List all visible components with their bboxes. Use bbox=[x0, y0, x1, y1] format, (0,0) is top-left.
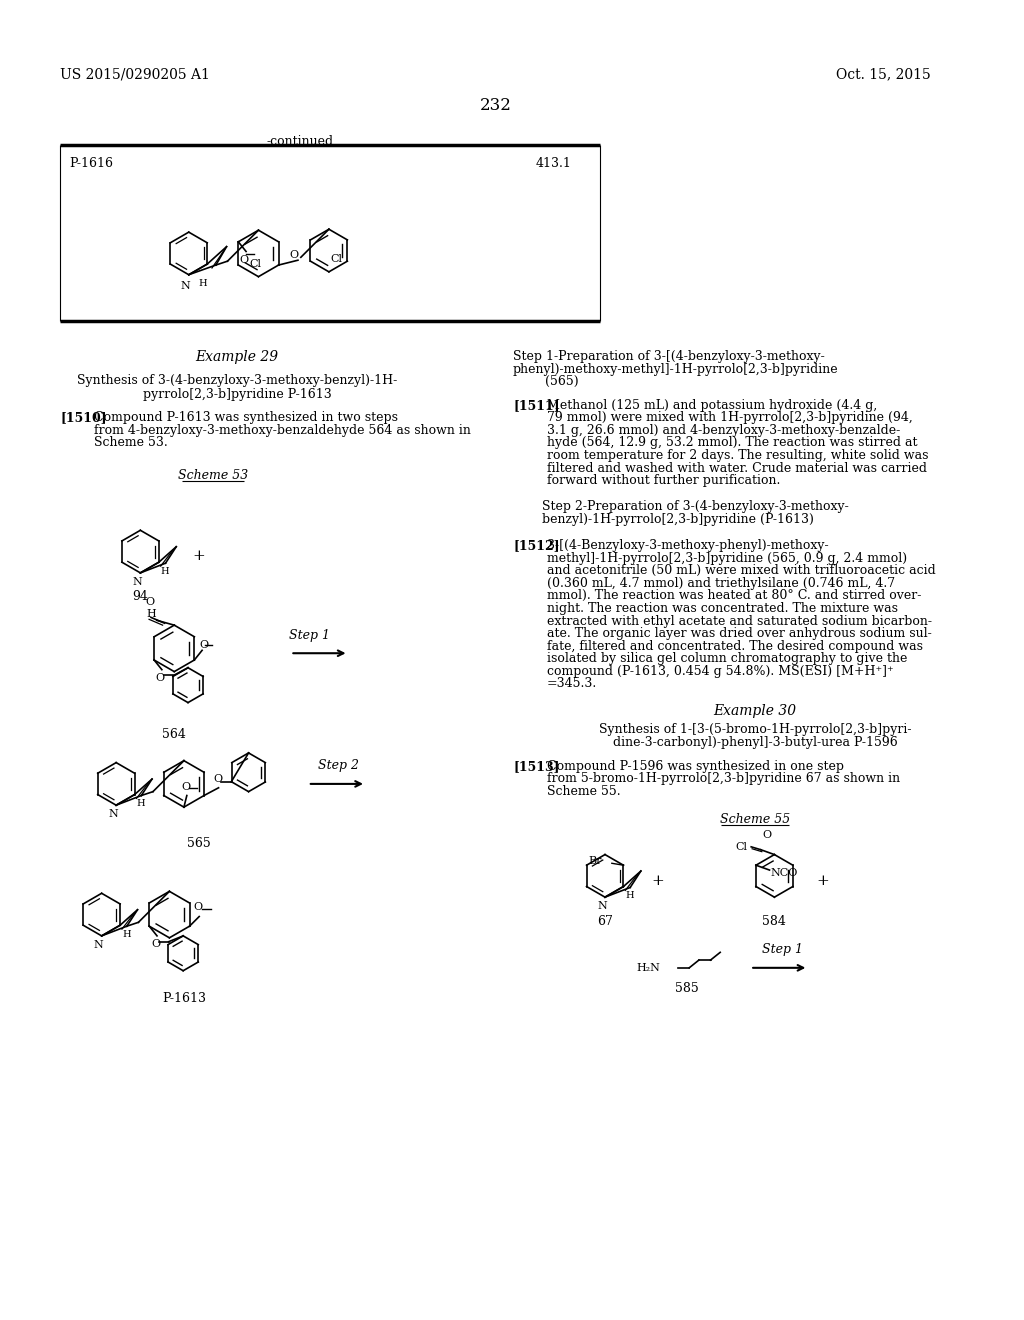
Text: +: + bbox=[652, 874, 665, 888]
Text: O: O bbox=[213, 774, 222, 784]
Text: H₂N: H₂N bbox=[636, 962, 660, 973]
Text: US 2015/0290205 A1: US 2015/0290205 A1 bbox=[60, 67, 210, 82]
Text: NCO: NCO bbox=[770, 869, 798, 878]
Text: ate. The organic layer was dried over anhydrous sodium sul-: ate. The organic layer was dried over an… bbox=[547, 627, 932, 640]
Text: P-1616: P-1616 bbox=[70, 157, 114, 170]
Text: fate, filtered and concentrated. The desired compound was: fate, filtered and concentrated. The des… bbox=[547, 640, 923, 652]
Text: hyde (564, 12.9 g, 53.2 mmol). The reaction was stirred at: hyde (564, 12.9 g, 53.2 mmol). The react… bbox=[547, 437, 918, 449]
Text: 94: 94 bbox=[132, 590, 148, 603]
Text: N: N bbox=[180, 281, 189, 290]
Text: O: O bbox=[200, 640, 208, 651]
Text: compound (P-1613, 0.454 g 54.8%). MS(ESI) [M+H⁺]⁺: compound (P-1613, 0.454 g 54.8%). MS(ESI… bbox=[547, 665, 894, 678]
Text: 585: 585 bbox=[676, 982, 699, 995]
Text: methyl]-1H-pyrrolo[2,3-b]pyridine (565, 0.9 g, 2.4 mmol): methyl]-1H-pyrrolo[2,3-b]pyridine (565, … bbox=[547, 552, 907, 565]
Text: from 4-benzyloxy-3-methoxy-benzaldehyde 564 as shown in: from 4-benzyloxy-3-methoxy-benzaldehyde … bbox=[94, 424, 471, 437]
Text: H: H bbox=[122, 931, 131, 939]
Text: +: + bbox=[193, 549, 205, 564]
Text: mmol). The reaction was heated at 80° C. and stirred over-: mmol). The reaction was heated at 80° C.… bbox=[547, 589, 922, 602]
Text: N: N bbox=[597, 902, 607, 911]
Text: Step 1: Step 1 bbox=[289, 628, 331, 642]
Text: 232: 232 bbox=[479, 96, 512, 114]
Text: 564: 564 bbox=[162, 727, 186, 741]
Text: 565: 565 bbox=[186, 837, 210, 850]
Text: +: + bbox=[816, 874, 829, 888]
Text: Scheme 53.: Scheme 53. bbox=[94, 437, 168, 449]
Text: P-1613: P-1613 bbox=[162, 993, 206, 1005]
Text: Step 1-Preparation of 3-[(4-benzyloxy-3-methoxy-: Step 1-Preparation of 3-[(4-benzyloxy-3-… bbox=[513, 350, 824, 363]
Text: 3-[(4-Benzyloxy-3-methoxy-phenyl)-methoxy-: 3-[(4-Benzyloxy-3-methoxy-phenyl)-methox… bbox=[547, 539, 828, 552]
Text: from 5-bromo-1H-pyrrolo[2,3-b]pyridine 67 as shown in: from 5-bromo-1H-pyrrolo[2,3-b]pyridine 6… bbox=[547, 772, 900, 785]
Text: [1511]: [1511] bbox=[513, 399, 560, 412]
Text: Cl: Cl bbox=[250, 259, 261, 269]
Text: [1512]: [1512] bbox=[513, 539, 560, 552]
Text: pyrrolo[2,3-b]pyridine P-1613: pyrrolo[2,3-b]pyridine P-1613 bbox=[142, 388, 332, 401]
Text: H: H bbox=[626, 891, 634, 900]
Text: filtered and washed with water. Crude material was carried: filtered and washed with water. Crude ma… bbox=[547, 462, 927, 475]
Text: O: O bbox=[762, 830, 771, 840]
Text: O: O bbox=[240, 255, 249, 265]
Text: (565): (565) bbox=[545, 375, 579, 388]
Text: N: N bbox=[94, 940, 103, 950]
Text: 584: 584 bbox=[763, 915, 786, 928]
Text: extracted with ethyl acetate and saturated sodium bicarbon-: extracted with ethyl acetate and saturat… bbox=[547, 615, 932, 627]
Text: room temperature for 2 days. The resulting, white solid was: room temperature for 2 days. The resulti… bbox=[547, 449, 929, 462]
Text: Step 1: Step 1 bbox=[762, 944, 803, 956]
Text: N: N bbox=[109, 809, 118, 820]
Text: Methanol (125 mL) and potassium hydroxide (4.4 g,: Methanol (125 mL) and potassium hydroxid… bbox=[547, 399, 878, 412]
Text: Example 30: Example 30 bbox=[714, 704, 797, 718]
Text: Scheme 55: Scheme 55 bbox=[720, 813, 791, 826]
Text: Scheme 55.: Scheme 55. bbox=[547, 785, 621, 797]
Text: =345.3.: =345.3. bbox=[547, 677, 597, 690]
Text: H: H bbox=[146, 609, 156, 619]
Text: Compound P-1596 was synthesized in one step: Compound P-1596 was synthesized in one s… bbox=[547, 760, 844, 772]
Text: Cl: Cl bbox=[331, 253, 343, 264]
Text: benzyl)-1H-pyrrolo[2,3-b]pyridine (P-1613): benzyl)-1H-pyrrolo[2,3-b]pyridine (P-161… bbox=[542, 513, 814, 525]
Text: O: O bbox=[194, 902, 203, 912]
Text: O: O bbox=[152, 939, 161, 949]
Text: -continued: -continued bbox=[266, 136, 334, 148]
Text: Oct. 15, 2015: Oct. 15, 2015 bbox=[837, 67, 931, 82]
Text: N: N bbox=[132, 577, 142, 587]
Text: Compound P-1613 was synthesized in two steps: Compound P-1613 was synthesized in two s… bbox=[94, 412, 398, 424]
Text: Cl: Cl bbox=[735, 842, 748, 851]
Text: dine-3-carbonyl)-phenyl]-3-butyl-urea P-1596: dine-3-carbonyl)-phenyl]-3-butyl-urea P-… bbox=[612, 735, 897, 748]
Text: H: H bbox=[136, 800, 145, 808]
Text: [1510]: [1510] bbox=[60, 412, 106, 424]
Text: Synthesis of 3-(4-benzyloxy-3-methoxy-benzyl)-1H-: Synthesis of 3-(4-benzyloxy-3-methoxy-be… bbox=[77, 375, 397, 388]
Text: phenyl)-methoxy-methyl]-1H-pyrrolo[2,3-b]pyridine: phenyl)-methoxy-methyl]-1H-pyrrolo[2,3-b… bbox=[513, 363, 839, 376]
Text: Example 29: Example 29 bbox=[196, 350, 279, 364]
Text: H: H bbox=[161, 568, 169, 576]
Text: Br: Br bbox=[589, 857, 602, 866]
Text: O: O bbox=[145, 597, 155, 607]
Text: 413.1: 413.1 bbox=[536, 157, 571, 170]
Text: Step 2: Step 2 bbox=[318, 759, 359, 772]
Text: (0.360 mL, 4.7 mmol) and triethylsilane (0.746 mL, 4.7: (0.360 mL, 4.7 mmol) and triethylsilane … bbox=[547, 577, 895, 590]
Text: 67: 67 bbox=[597, 915, 613, 928]
Text: 3.1 g, 26.6 mmol) and 4-benzyloxy-3-methoxy-benzalde-: 3.1 g, 26.6 mmol) and 4-benzyloxy-3-meth… bbox=[547, 424, 900, 437]
Text: isolated by silica gel column chromatography to give the: isolated by silica gel column chromatogr… bbox=[547, 652, 907, 665]
Text: H: H bbox=[198, 279, 207, 288]
Text: Step 2-Preparation of 3-(4-benzyloxy-3-methoxy-: Step 2-Preparation of 3-(4-benzyloxy-3-m… bbox=[542, 500, 849, 513]
Text: 79 mmol) were mixed with 1H-pyrrolo[2,3-b]pyridine (94,: 79 mmol) were mixed with 1H-pyrrolo[2,3-… bbox=[547, 412, 912, 424]
Text: O: O bbox=[181, 781, 190, 792]
Text: O: O bbox=[290, 251, 299, 260]
Text: Synthesis of 1-[3-(5-bromo-1H-pyrrolo[2,3-b]pyri-: Synthesis of 1-[3-(5-bromo-1H-pyrrolo[2,… bbox=[599, 723, 911, 737]
Text: night. The reaction was concentrated. The mixture was: night. The reaction was concentrated. Th… bbox=[547, 602, 898, 615]
Text: forward without further purification.: forward without further purification. bbox=[547, 474, 780, 487]
Text: and acetonitrile (50 mL) were mixed with trifluoroacetic acid: and acetonitrile (50 mL) were mixed with… bbox=[547, 564, 936, 577]
Text: O: O bbox=[156, 673, 165, 682]
Text: Scheme 53: Scheme 53 bbox=[178, 470, 248, 482]
Text: [1513]: [1513] bbox=[513, 760, 559, 772]
